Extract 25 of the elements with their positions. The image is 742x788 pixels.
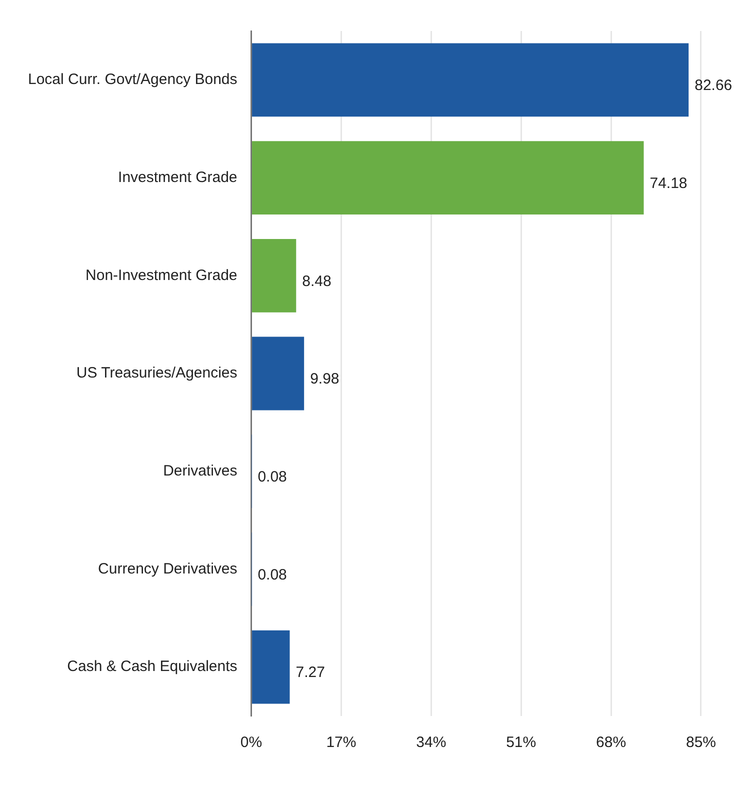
y-tick-label: Local Curr. Govt/Agency Bonds: [28, 71, 238, 88]
bar: [252, 336, 304, 410]
y-tick-label: Currency Derivatives: [98, 560, 238, 578]
x-tick-label: 17%: [326, 734, 356, 752]
data-label: 8.48: [302, 272, 332, 290]
data-label: 74.18: [650, 174, 688, 192]
data-label: 9.98: [310, 370, 340, 388]
y-tick-label: Non-Investment Grade: [86, 266, 238, 284]
y-tick-label: Derivatives: [163, 462, 238, 480]
x-tick-label: 0%: [240, 734, 262, 752]
data-label: 0.08: [258, 468, 287, 486]
bar: [252, 141, 644, 214]
x-tick-label: 34%: [416, 734, 446, 752]
x-tick-label: 85%: [686, 734, 716, 752]
bar: [252, 238, 296, 312]
bar: [252, 630, 290, 704]
x-tick-label: 51%: [506, 734, 536, 752]
bar: [252, 43, 689, 117]
y-tick-label: US Treasuries/Agencies: [76, 364, 238, 382]
y-tick-label: Cash & Cash Equivalents: [67, 658, 238, 676]
y-tick-label: Investment Grade: [118, 168, 238, 186]
x-tick-label: 68%: [596, 734, 626, 752]
data-label: 0.08: [258, 566, 287, 584]
data-label: 82.66: [694, 77, 732, 94]
data-label: 7.27: [296, 664, 325, 682]
